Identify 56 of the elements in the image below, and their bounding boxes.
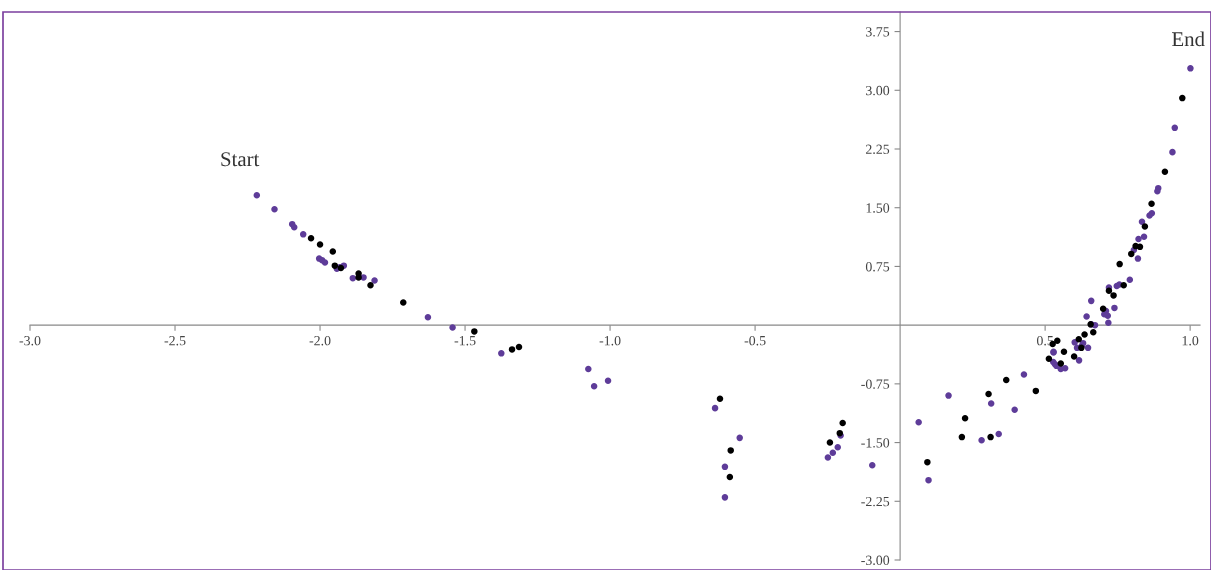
- point: [508, 346, 516, 353]
- point: [1148, 200, 1155, 208]
- point: [1057, 360, 1065, 367]
- point: [1070, 353, 1078, 360]
- y-tick-label: -1.50: [861, 438, 890, 448]
- point: [987, 433, 994, 441]
- point: [316, 241, 324, 248]
- y-tick-label: 2.25: [865, 144, 890, 155]
- x-tick-label: 1.0: [1182, 335, 1199, 346]
- y-tick-label: 3.75: [866, 27, 890, 37]
- y-tick-label: 1.50: [866, 203, 890, 213]
- point: [400, 299, 407, 306]
- point: [355, 274, 362, 281]
- x-tick-label: -1.5: [454, 336, 476, 346]
- annotation: Start: [221, 152, 260, 167]
- x-tick-label: -0.5: [744, 335, 766, 346]
- y-tick-label: -0.75: [861, 379, 890, 389]
- point: [1090, 328, 1097, 336]
- annotation: End: [1172, 31, 1205, 47]
- point: [839, 419, 846, 427]
- point: [961, 415, 969, 422]
- point: [1132, 242, 1139, 250]
- point: [515, 343, 523, 351]
- point: [471, 328, 478, 335]
- x-tick-label: -3.0: [19, 335, 41, 346]
- y-tick-label: -3.00: [861, 555, 890, 566]
- x-tick-label: -2.0: [309, 335, 331, 346]
- point: [307, 234, 315, 242]
- point: [1179, 94, 1186, 102]
- point: [1116, 260, 1123, 268]
- point: [1060, 348, 1068, 356]
- point: [1141, 223, 1149, 230]
- y-tick-label: 3.00: [866, 85, 890, 96]
- point: [958, 433, 966, 441]
- point: [1075, 335, 1083, 343]
- point: [329, 248, 337, 255]
- point: [1128, 250, 1135, 258]
- point: [727, 447, 734, 454]
- point: [331, 262, 339, 269]
- point: [1032, 387, 1040, 395]
- point: [985, 390, 992, 398]
- x-tick-label: -2.5: [164, 336, 186, 346]
- point: [1045, 355, 1053, 363]
- point: [1003, 376, 1010, 384]
- point: [1161, 168, 1169, 175]
- x-tick-label: -1.0: [599, 335, 621, 346]
- point: [1081, 331, 1088, 338]
- point: [726, 473, 734, 481]
- point: [1120, 281, 1127, 289]
- point: [826, 439, 834, 446]
- point: [367, 281, 374, 289]
- point: [716, 395, 724, 402]
- y-tick-label: 0.75: [865, 262, 890, 272]
- y-tick-label: -2.25: [861, 496, 890, 507]
- point: [1110, 292, 1117, 299]
- point: [924, 458, 931, 466]
